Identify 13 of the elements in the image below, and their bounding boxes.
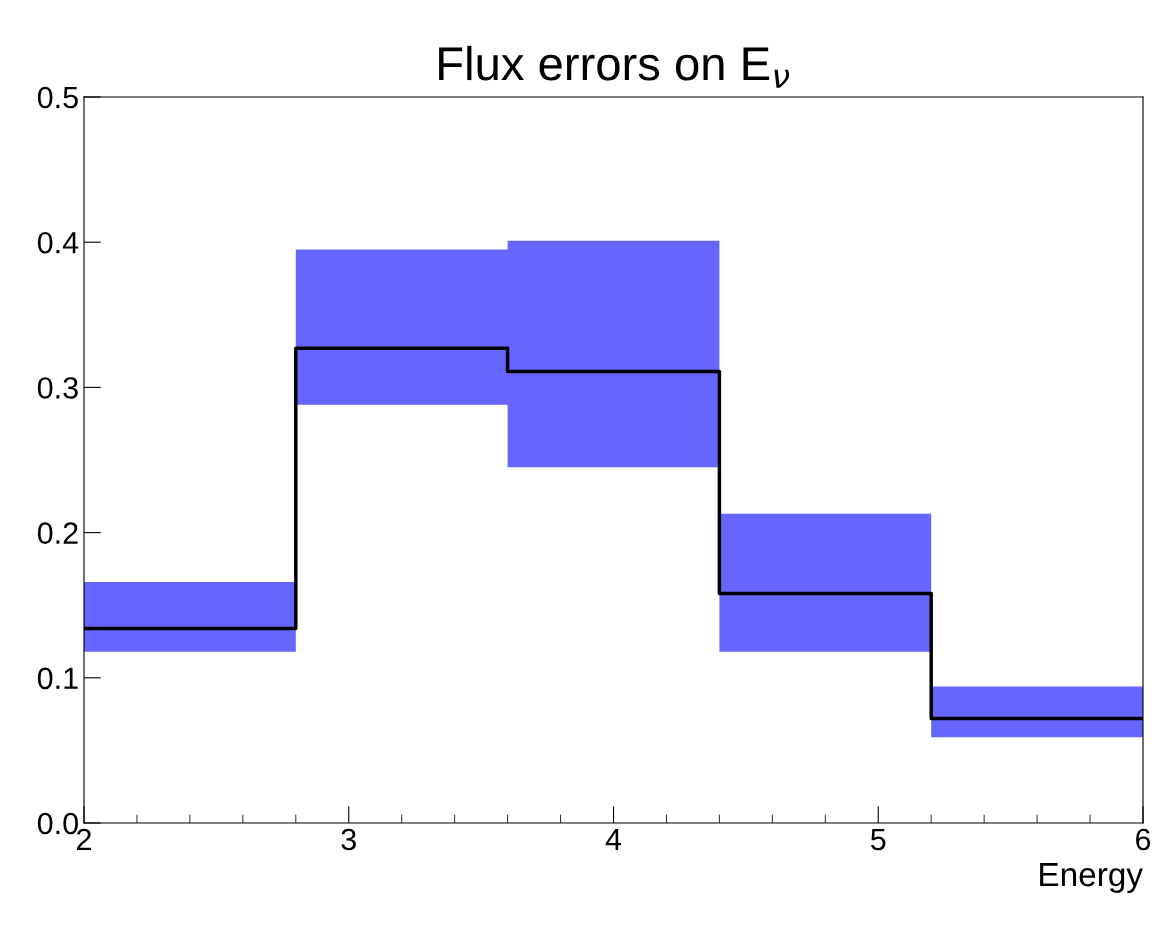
x-axis-title: Energy <box>1040 863 1143 893</box>
y-tick-label: 0.0 <box>37 812 78 835</box>
x-tick-label: 4 <box>605 828 622 850</box>
x-tick-label: 3 <box>341 828 356 851</box>
y-tick-label: 0.5 <box>37 86 78 109</box>
chart-title: Flux errors on E$_{ν}$ <box>439 45 790 88</box>
y-tick-label: 0.1 <box>37 667 78 690</box>
y-tick-label: 0.3 <box>37 377 78 399</box>
x-tick-label: 2 <box>77 828 91 850</box>
y-tick-label: 0.4 <box>37 231 79 254</box>
x-tick-label: 5 <box>870 828 886 851</box>
x-tick-label: 6 <box>1136 828 1151 851</box>
y-tick-label: 0.2 <box>37 522 78 544</box>
